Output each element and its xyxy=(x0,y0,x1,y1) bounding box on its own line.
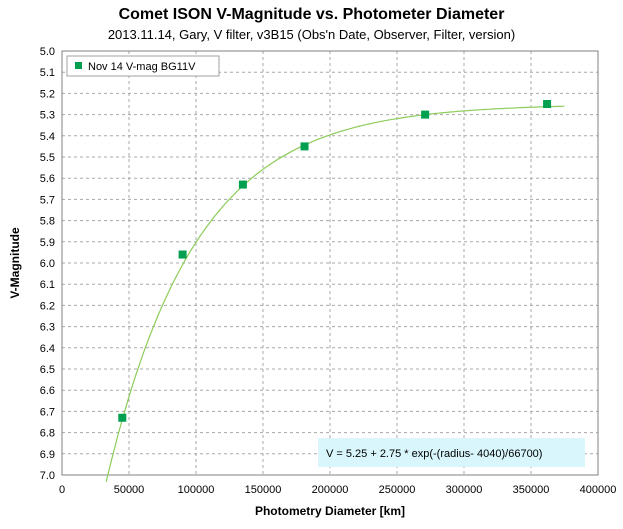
data-point xyxy=(118,413,127,422)
y-tick-label: 5.9 xyxy=(40,237,55,249)
x-tick-label: 200000 xyxy=(312,484,349,496)
equation-text: V = 5.25 + 2.75 * exp(-(radius- 4040)/66… xyxy=(326,448,542,460)
x-tick-label: 0 xyxy=(59,484,65,496)
y-tick-label: 5.6 xyxy=(40,173,55,185)
y-tick-label: 6.1 xyxy=(40,279,55,291)
data-point xyxy=(421,110,430,119)
data-point xyxy=(238,180,247,189)
y-tick-label: 5.0 xyxy=(40,46,55,58)
fit-curve xyxy=(105,105,565,482)
x-tick-label: 50000 xyxy=(114,484,145,496)
y-tick-label: 6.0 xyxy=(40,258,55,270)
x-tick-label: 150000 xyxy=(245,484,282,496)
legend-box xyxy=(66,55,220,77)
legend-marker xyxy=(75,62,82,69)
plot-border xyxy=(61,50,599,476)
data-point xyxy=(300,142,309,151)
y-tick-label: 6.8 xyxy=(40,428,55,440)
y-tick-label: 7.0 xyxy=(40,470,55,482)
chart-title: Comet ISON V-Magnitude vs. Photometer Di… xyxy=(118,6,505,23)
x-tick-label: 400000 xyxy=(580,484,617,496)
x-axis-title: Photometry Diameter [km] xyxy=(255,504,405,518)
equation-box xyxy=(318,438,585,467)
chart-subtitle: 2013.11.14, Gary, V filter, v3B15 (Obs'n… xyxy=(107,27,516,42)
x-tick-label: 300000 xyxy=(446,484,483,496)
y-tick-label: 6.7 xyxy=(40,406,55,418)
data-point xyxy=(543,100,552,108)
y-tick-label: 6.3 xyxy=(40,322,55,334)
y-tick-label: 5.5 xyxy=(40,152,55,164)
y-tick-label: 5.3 xyxy=(40,110,55,122)
x-tick-label: 250000 xyxy=(379,484,416,496)
y-tick-label: 5.2 xyxy=(40,88,55,100)
y-tick-label: 6.4 xyxy=(40,343,55,355)
legend-label: Nov 14 V-mag BG11V xyxy=(88,61,196,73)
x-tick-label: 350000 xyxy=(513,484,550,496)
y-tick-label: 5.1 xyxy=(40,67,55,79)
y-tick-label: 6.2 xyxy=(40,300,55,312)
y-tick-label: 5.7 xyxy=(40,194,55,206)
y-tick-label: 6.5 xyxy=(40,364,55,376)
y-tick-label: 5.4 xyxy=(40,131,55,143)
y-axis-title: V-Magnitude xyxy=(8,227,22,299)
x-tick-label: 100000 xyxy=(178,484,215,496)
y-tick-label: 6.6 xyxy=(40,385,55,397)
data-point xyxy=(178,250,187,259)
y-tick-label: 6.9 xyxy=(40,449,55,461)
y-tick-label: 5.8 xyxy=(40,216,55,228)
